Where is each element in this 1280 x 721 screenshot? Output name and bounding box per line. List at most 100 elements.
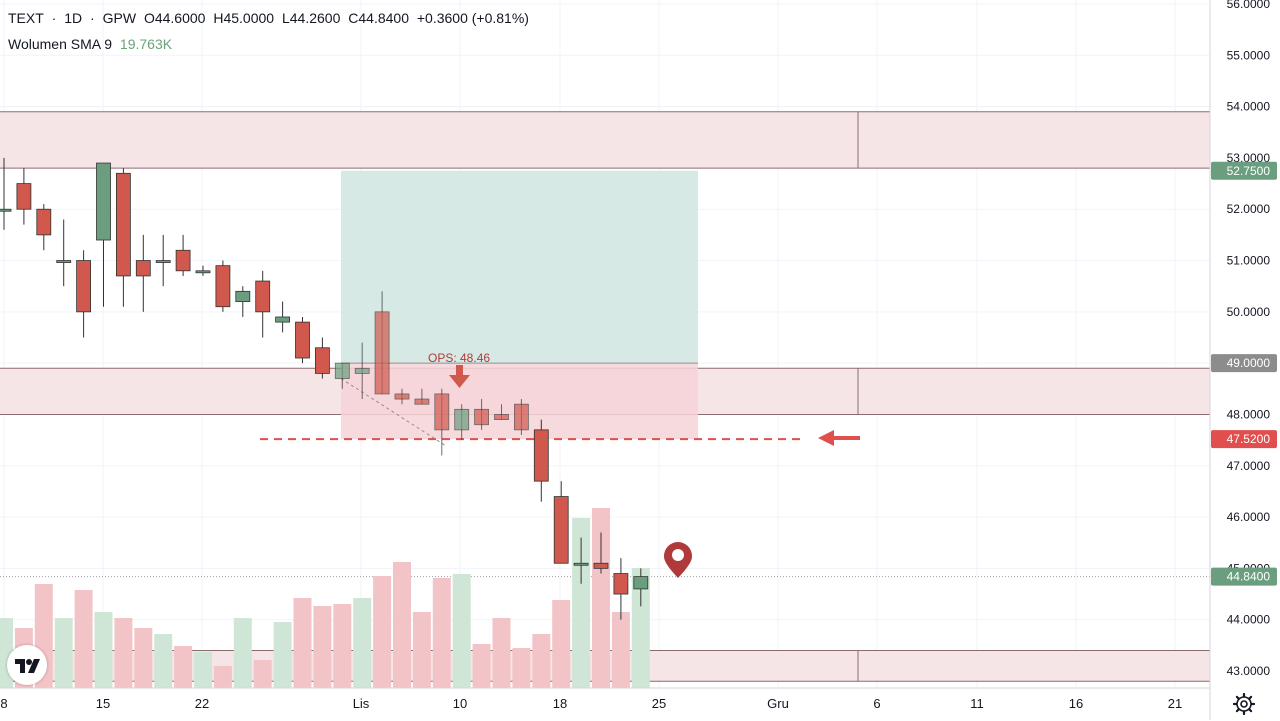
connector-line [340, 378, 446, 446]
volume-bar [592, 508, 610, 688]
volume-bar [74, 590, 93, 688]
volume-bar [532, 634, 551, 688]
volume-bar [373, 576, 392, 688]
candle-body [494, 414, 509, 420]
volume-bar [631, 568, 650, 688]
x-tick-label: 18 [553, 696, 567, 711]
x-tick-label: Gru [767, 696, 789, 711]
y-tick-label: 52.0000 [1227, 202, 1271, 216]
volume-bar [333, 604, 352, 688]
price-label: 52.7500 [1227, 164, 1271, 178]
axes [0, 0, 1211, 720]
location-pin-icon[interactable] [664, 542, 692, 578]
volume-bar [233, 618, 252, 688]
volume-bar [412, 612, 431, 688]
candle-body [533, 429, 549, 482]
x-tick-label: 8 [0, 696, 7, 711]
interval[interactable]: 1D [64, 10, 83, 26]
y-tick-label: 46.0000 [1227, 510, 1271, 524]
candle-body [56, 260, 72, 263]
candle-body [374, 311, 390, 395]
gear-icon[interactable] [1232, 692, 1256, 716]
price-label: 47.5200 [1227, 432, 1271, 446]
candle-body [96, 162, 111, 241]
price-label: 49.0000 [1227, 356, 1271, 370]
volume-bar [353, 598, 372, 688]
y-tick-label: 53.0000 [1227, 151, 1271, 165]
target-zone [341, 170, 698, 364]
candle-body [394, 393, 410, 400]
x-tick-label: 11 [970, 696, 984, 711]
price-label-bg [1211, 354, 1277, 373]
candle-body [613, 573, 629, 595]
volume-bar [253, 660, 272, 688]
price-labels: 52.7500 49.0000 47.5200 44.8400 [1211, 161, 1277, 586]
x-tick-label: 15 [96, 696, 110, 711]
candle-body [573, 562, 589, 566]
volume-bar [393, 562, 411, 688]
x-tick-label: 21 [1168, 696, 1182, 711]
candle-body [593, 562, 609, 569]
volume-bar [54, 618, 73, 688]
close-value: C44.8400 [348, 10, 409, 26]
change-value: +0.3600 (+0.81%) [416, 10, 529, 26]
volume-bar [134, 628, 153, 688]
volume-bar [611, 612, 630, 688]
volume-bar [154, 634, 173, 688]
symbol-name[interactable]: TEXT [8, 10, 44, 26]
volume-bar [293, 598, 312, 688]
volume-bar [313, 606, 332, 688]
volume-bar [213, 666, 232, 688]
candle-body [334, 362, 350, 379]
candle-body [155, 260, 171, 263]
price-label-bg [1211, 567, 1277, 586]
volume-indicator-value: 19.763K [119, 36, 173, 52]
y-tick-label: 43.0000 [1227, 664, 1271, 678]
candle-body [195, 270, 211, 274]
candle-body [553, 496, 569, 564]
volume-bar [194, 652, 212, 688]
arrow-down-icon [449, 365, 470, 388]
y-tick-label: 50.0000 [1227, 305, 1271, 319]
candle-body [135, 260, 151, 277]
candle-body [454, 408, 470, 431]
candle-body [0, 208, 12, 212]
legend-separator: · [51, 10, 57, 26]
chart-drawings[interactable]: OPS: 48.46 [428, 351, 860, 578]
arrow-left-icon [818, 430, 860, 446]
y-tick-label: 48.0000 [1227, 407, 1271, 421]
volume-indicator-name[interactable]: Wolumen SMA 9 [8, 36, 113, 52]
x-tick-label: 6 [873, 696, 880, 711]
y-tick-label: 54.0000 [1227, 100, 1271, 114]
price-label: 44.8400 [1227, 570, 1271, 584]
candle-body [633, 576, 649, 590]
volume-bar [512, 648, 531, 688]
candlesticks [0, 157, 649, 620]
candle-body [36, 208, 52, 236]
volume-bar [432, 578, 451, 688]
volume-bar [552, 600, 571, 688]
x-tick-label: Lis [353, 696, 370, 711]
candle-body [235, 290, 251, 302]
x-tick-label: 16 [1069, 696, 1083, 711]
volume-legend: Wolumen SMA 9 19.763K [8, 36, 176, 52]
candle-body [16, 183, 32, 210]
candle-body [295, 321, 310, 359]
y-tick-label: 44.0000 [1227, 613, 1271, 627]
volume-bar [273, 622, 292, 688]
candle-body [314, 347, 330, 374]
ohlc-legend: TEXT · 1D · GPW O44.6000 H45.0000 L44.26… [8, 10, 533, 26]
volume-bar [472, 644, 491, 688]
candle-body [116, 172, 131, 277]
volume-bars [0, 508, 650, 688]
volume-bar [94, 612, 113, 688]
candle-body [434, 393, 450, 431]
position-tool[interactable] [0, 170, 1210, 578]
y-tick-label: 55.0000 [1227, 48, 1271, 62]
tradingview-logo-icon[interactable] [7, 645, 47, 685]
volume-bar [452, 574, 471, 688]
x-tick-label: 10 [453, 696, 467, 711]
candle-body [354, 367, 370, 374]
ops-annotation-label: OPS: 48.46 [428, 351, 490, 365]
